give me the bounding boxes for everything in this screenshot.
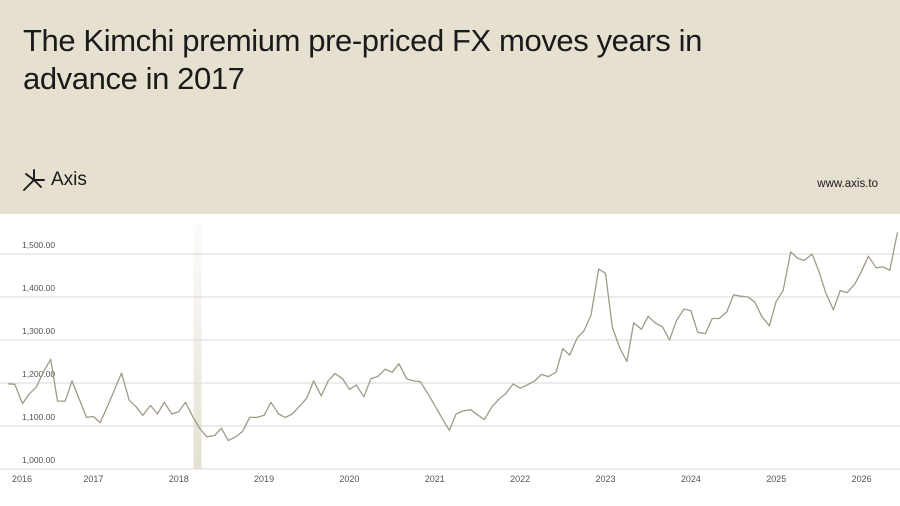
x-tick-label: 2026 xyxy=(852,474,872,484)
x-tick-label: 2019 xyxy=(254,474,274,484)
y-tick-label: 1,200.00 xyxy=(22,369,55,379)
x-tick-label: 2024 xyxy=(681,474,701,484)
y-tick-label: 1,400.00 xyxy=(22,283,55,293)
chart-grid xyxy=(0,253,900,470)
x-tick-label: 2023 xyxy=(595,474,615,484)
chart-svg: 1,000.00 1,100.00 1,200.00 1,300.00 1,400.00… xyxy=(0,224,900,484)
x-axis: 2016 2017 2018 2019 2020 2021 2022 2023 2024 2025… xyxy=(12,474,872,484)
x-tick-label: 2020 xyxy=(339,474,359,484)
fx-line-chart: 1,000.00 1,100.00 1,200.00 1,300.00 1,400.00… xyxy=(0,214,900,506)
x-tick-label: 2016 xyxy=(12,474,32,484)
chart-highlight-band xyxy=(193,224,202,469)
x-tick-label: 2021 xyxy=(425,474,445,484)
site-url: www.axis.to xyxy=(817,178,878,190)
axis-logo-icon xyxy=(23,169,45,191)
x-tick-label: 2025 xyxy=(766,474,786,484)
series-line-usd-krw xyxy=(7,232,899,442)
header-banner: The Kimchi premium pre-priced FX moves y… xyxy=(0,0,900,214)
y-tick-label: 1,000.00 xyxy=(22,455,55,465)
brand: Axis xyxy=(22,168,87,192)
y-tick-label: 1,500.00 xyxy=(22,240,55,250)
y-tick-label: 1,300.00 xyxy=(22,326,55,336)
page-title: The Kimchi premium pre-priced FX moves y… xyxy=(23,23,702,96)
brand-name: Axis xyxy=(51,169,87,190)
y-axis: 1,000.00 1,100.00 1,200.00 1,300.00 1,400.00… xyxy=(22,240,55,465)
x-tick-label: 2022 xyxy=(510,474,530,484)
y-tick-label: 1,100.00 xyxy=(22,412,55,422)
x-tick-label: 2017 xyxy=(83,474,103,484)
x-tick-label: 2018 xyxy=(169,474,189,484)
